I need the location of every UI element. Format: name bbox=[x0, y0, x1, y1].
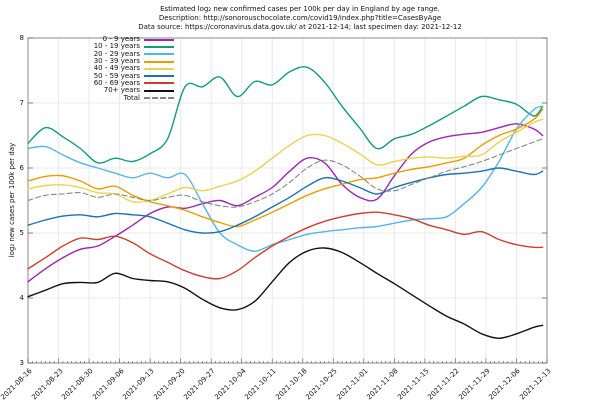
legend-label: 20 - 29 years bbox=[93, 49, 140, 58]
legend-line-swatch bbox=[144, 53, 174, 56]
legend-item-50-59-years: 50 - 59 years bbox=[0, 72, 174, 79]
series-line-60-69-years bbox=[27, 211, 544, 280]
legend-item-70+-years: 70+ years bbox=[0, 87, 174, 94]
series-line-30-39-years bbox=[27, 108, 544, 228]
chart-title: Estimated log₂ new confirmed cases per 1… bbox=[160, 5, 440, 13]
series-line-10-19-years bbox=[27, 66, 544, 164]
legend-line-swatch bbox=[144, 67, 174, 70]
chart-description: Description: http://sonorouschocolate.co… bbox=[158, 14, 442, 22]
legend-line-swatch bbox=[144, 60, 174, 63]
y-tick-label: 4 bbox=[19, 293, 24, 302]
legend-item-40-49-years: 40 - 49 years bbox=[0, 65, 174, 72]
plot-canvas bbox=[27, 37, 548, 364]
chart-data-source: Data source: https://coronavirus.data.go… bbox=[138, 23, 462, 31]
legend-line-swatch bbox=[144, 97, 174, 100]
legend-line-swatch bbox=[144, 45, 174, 48]
series-line-total bbox=[27, 138, 544, 208]
series-line-70+-years bbox=[27, 247, 544, 339]
y-tick-label: 5 bbox=[19, 228, 24, 237]
chart-figure: Estimated log₂ new confirmed cases per 1… bbox=[0, 5, 600, 402]
y-tick-label: 7 bbox=[19, 98, 24, 107]
legend-label: 0 - 9 years bbox=[102, 35, 140, 44]
legend-line-swatch bbox=[144, 75, 174, 78]
legend-line-swatch bbox=[144, 82, 174, 85]
legend-label: Total bbox=[123, 93, 140, 102]
series-line-40-49-years bbox=[27, 118, 544, 203]
legend-label: 60 - 69 years bbox=[93, 78, 140, 87]
y-tick-label: 8 bbox=[19, 33, 24, 42]
legend-item-0-9-years: 0 - 9 years bbox=[0, 36, 174, 43]
legend-item-10-19-years: 10 - 19 years bbox=[0, 43, 174, 50]
legend-label: 40 - 49 years bbox=[93, 64, 140, 73]
legend-label: 30 - 39 years bbox=[93, 57, 140, 66]
legend-line-swatch bbox=[144, 89, 174, 92]
legend-label: 70+ years bbox=[103, 86, 140, 95]
y-tick-label: 3 bbox=[19, 358, 24, 367]
legend-item-30-39-years: 30 - 39 years bbox=[0, 58, 174, 65]
legend-item-20-29-years: 20 - 29 years bbox=[0, 49, 174, 58]
legend-item-total: Total bbox=[0, 94, 174, 101]
legend-item-60-69-years: 60 - 69 years bbox=[0, 78, 174, 87]
chart-header: Estimated log₂ new confirmed cases per 1… bbox=[0, 5, 600, 32]
y-tick-label: 6 bbox=[19, 163, 24, 172]
legend: 0 - 9 years 10 - 19 years 20 - 29 years 30 … bbox=[0, 36, 174, 102]
legend-label: 10 - 19 years bbox=[93, 42, 140, 51]
legend-line-swatch bbox=[144, 38, 174, 41]
series-line-50-59-years bbox=[27, 167, 544, 234]
legend-label: 50 - 59 years bbox=[93, 71, 140, 80]
series-line-20-29-years bbox=[27, 105, 544, 252]
